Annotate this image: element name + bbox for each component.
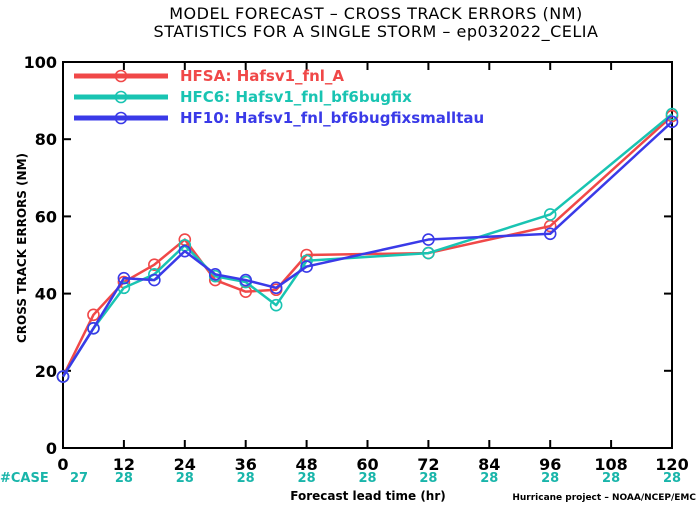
x-tick-label: 96: [539, 455, 561, 474]
series-3-point: [117, 271, 131, 285]
series-2-point: [543, 208, 557, 221]
series-3-point: [87, 322, 100, 335]
case-count: 28: [602, 471, 620, 486]
x-tick-label: 36: [235, 455, 257, 474]
series-3-point: [239, 273, 252, 287]
case-count: 28: [115, 471, 133, 486]
credit-text: Hurricane project – NOAA/NCEP/EMC: [512, 493, 696, 503]
chart-subtitle: STATISTICS FOR A SINGLE STORM – ep032022…: [154, 22, 599, 42]
series-3-point: [178, 244, 192, 258]
y-tick-label: 60: [35, 207, 57, 226]
legend-swatch-marker: [114, 69, 128, 83]
x-tick-label: 84: [478, 455, 500, 474]
series-2-point: [422, 246, 435, 260]
x-tick-label: 0: [57, 455, 68, 474]
x-tick-label: 72: [417, 455, 439, 474]
legend-label: HFSA: Hafsv1_fnl_A: [180, 67, 344, 85]
series-3-point: [300, 260, 313, 273]
chart-title: MODEL FORECAST – CROSS TRACK ERRORS (NM): [169, 4, 583, 23]
case-count: 28: [237, 471, 255, 486]
series-3-point: [422, 233, 435, 246]
case-count: 28: [176, 471, 194, 486]
legend-swatch-marker: [114, 90, 128, 104]
y-tick-label: 20: [35, 362, 57, 381]
y-tick-label: 100: [24, 53, 57, 72]
y-tick-label: 0: [46, 439, 57, 458]
case-count: 27: [70, 471, 88, 486]
series-3-point: [56, 370, 70, 383]
x-tick-label: 24: [174, 455, 196, 474]
x-axis-label: Forecast lead time (hr): [290, 489, 446, 503]
case-counts: 27 28 28 28 28 28 28 28 28 28 28: [70, 471, 681, 486]
plot-area: 0 12 24 36 48 60 72 84 96 108 120 0 20 40 60 80 100: [24, 53, 689, 474]
x-tick-label: 108: [594, 455, 627, 474]
case-count: 28: [663, 471, 681, 486]
y-tick-label: 40: [35, 285, 57, 304]
y-tick-label: 80: [35, 130, 57, 149]
x-tick-label: 48: [295, 455, 317, 474]
series-2-point: [665, 107, 679, 121]
y-axis-label: CROSS TRACK ERRORS (NM): [15, 153, 29, 343]
series-1-point: [148, 258, 161, 271]
series-3-point: [269, 281, 283, 295]
series-2-point: [269, 298, 283, 312]
series-line-1: [61, 115, 673, 378]
legend: HFSA: Hafsv1_fnl_A HFC6: Hafsv1_fnl_bf6bu…: [74, 67, 484, 127]
series-3-point: [665, 115, 679, 129]
case-count: 28: [419, 471, 437, 486]
series-line-2: [61, 113, 673, 378]
x-tick-label: 60: [356, 455, 378, 474]
case-count: 28: [480, 471, 498, 486]
x-tick-label: 12: [113, 455, 135, 474]
series-3-point: [148, 273, 161, 287]
x-tick-label: 120: [655, 455, 688, 474]
legend-label: HFC6: Hafsv1_fnl_bf6bugfix: [180, 88, 412, 106]
series-line-3: [61, 120, 673, 378]
case-count: 28: [541, 471, 559, 486]
series-3-point: [543, 227, 557, 241]
case-count: 28: [298, 471, 316, 486]
series-1-point: [87, 308, 100, 322]
series-3-point: [208, 267, 222, 281]
legend-label: HF10: Hafsv1_fnl_bf6bugfixsmalltau: [180, 109, 484, 127]
legend-swatch-marker: [114, 111, 128, 125]
case-row-label: #CASE: [0, 471, 49, 486]
case-count: 28: [358, 471, 376, 486]
